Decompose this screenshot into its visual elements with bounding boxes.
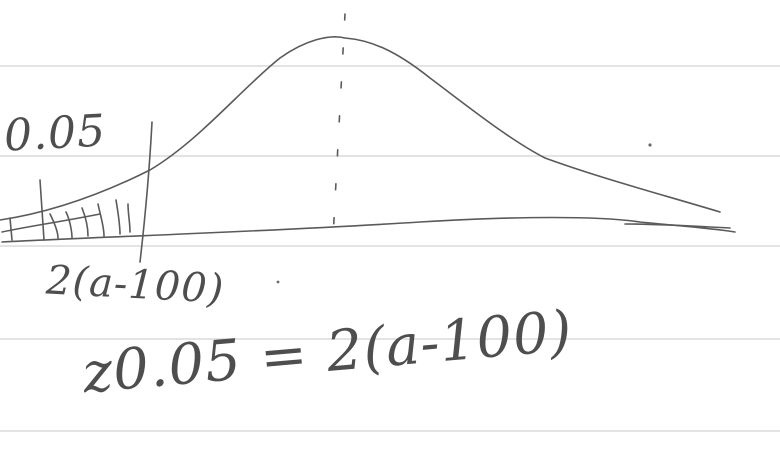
- stray-dot: [648, 143, 652, 147]
- tail-area-label: 0.05: [2, 105, 108, 162]
- ruled-lines: [0, 65, 780, 432]
- shaded-tail: [1, 179, 131, 241]
- bell-curve: [0, 36, 721, 221]
- stray-dot: [276, 280, 280, 284]
- axis-line: [1, 216, 736, 243]
- cutoff-label: 2(a-100): [44, 257, 226, 313]
- axis-tail-stroke: [624, 223, 731, 229]
- mean-dashed-line: [332, 13, 346, 239]
- cutoff-line: [139, 121, 153, 263]
